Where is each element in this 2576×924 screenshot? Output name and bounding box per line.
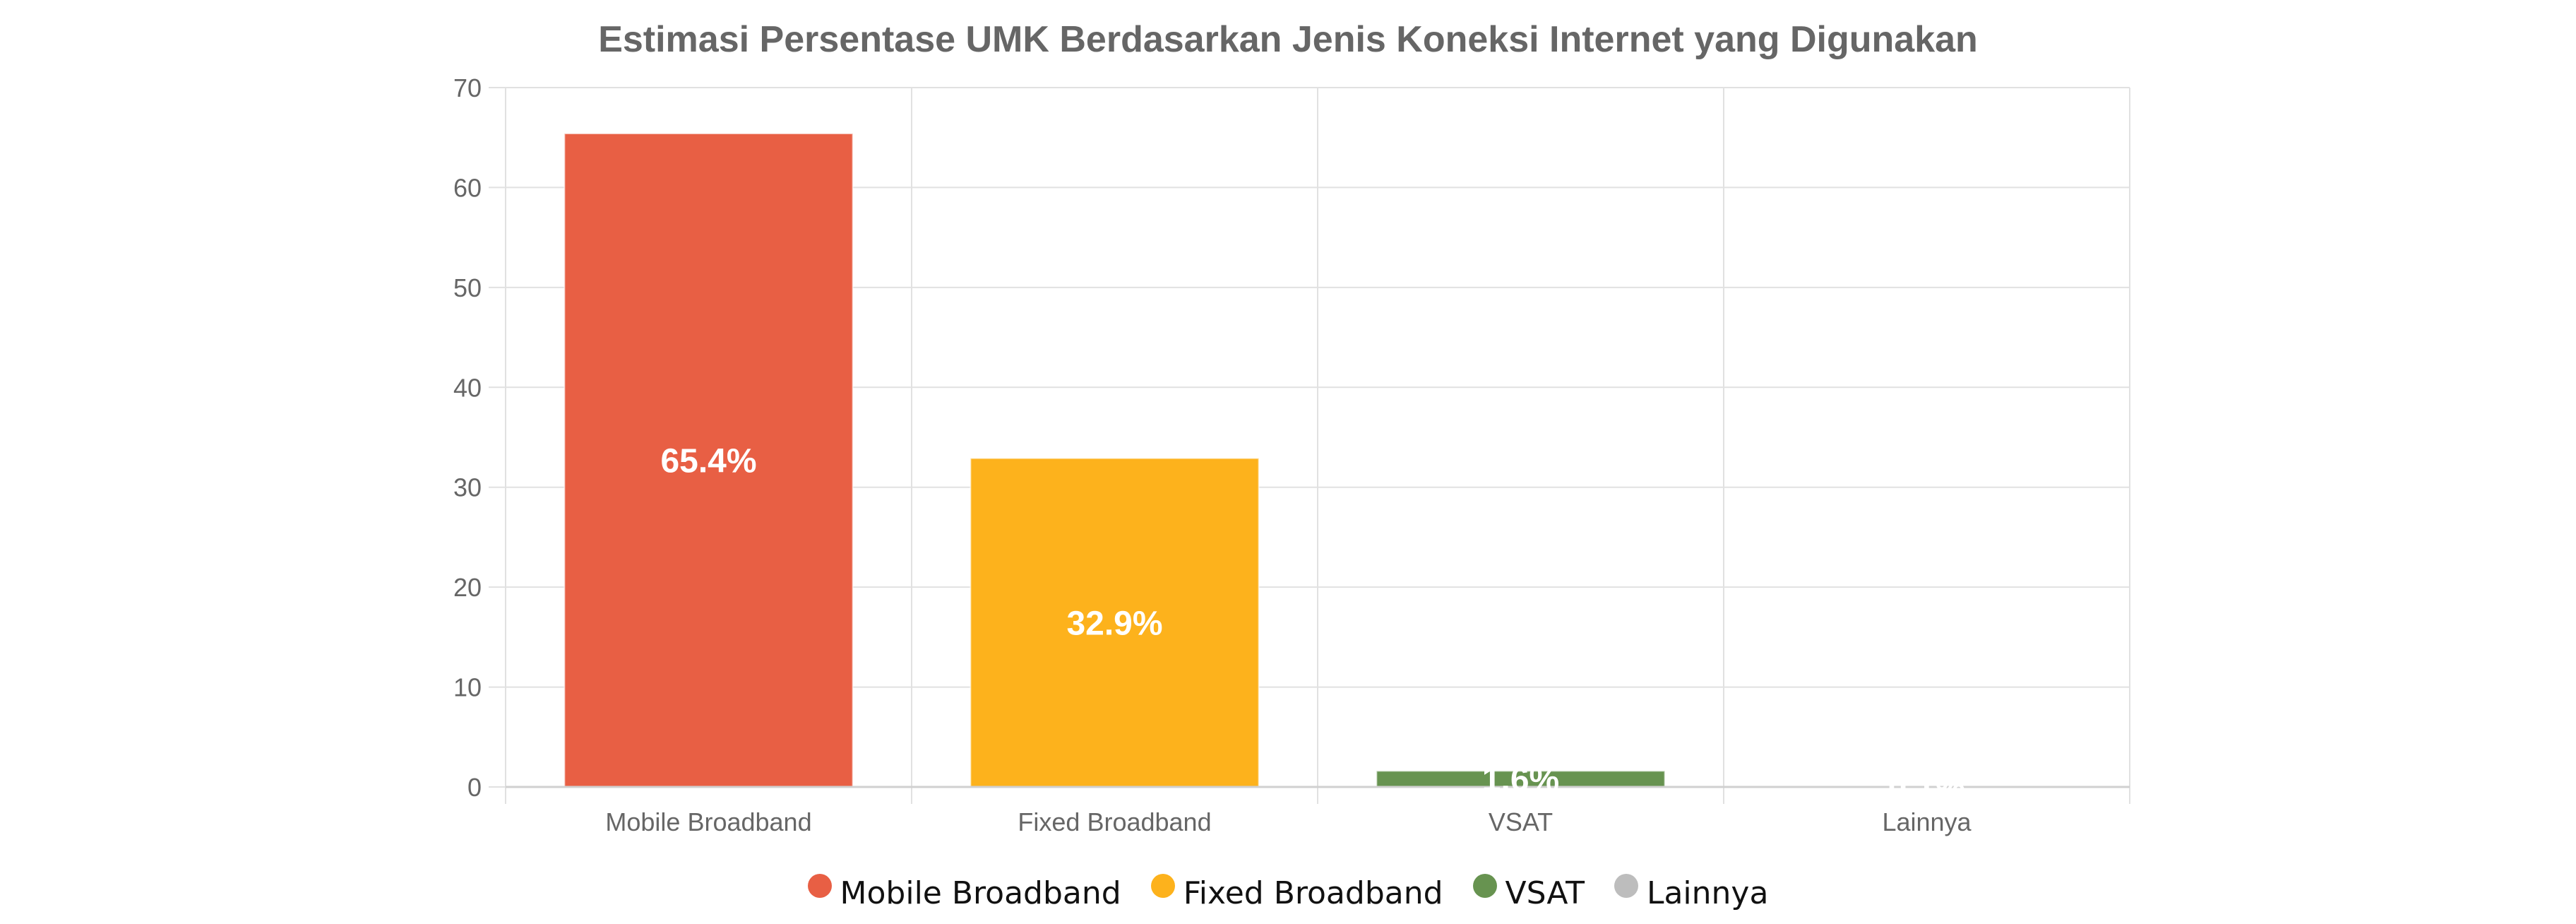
legend-marker bbox=[807, 874, 832, 898]
x-tick-label: Mobile Broadband bbox=[605, 807, 811, 836]
data-label: 0.1% bbox=[1888, 769, 1965, 806]
bars bbox=[564, 133, 2072, 788]
legend: Mobile Broadband Fixed Broadband VSAT La… bbox=[0, 870, 2576, 916]
y-tick-label: 0 bbox=[467, 773, 482, 802]
legend-item-lainnya[interactable]: Lainnya bbox=[1614, 874, 1769, 911]
chart-title: Estimasi Persentase UMK Berdasarkan Jeni… bbox=[598, 19, 1978, 60]
y-tick-label: 50 bbox=[453, 273, 482, 302]
legend-marker bbox=[1150, 874, 1175, 898]
x-tick-label: Lainnya bbox=[1882, 807, 1972, 836]
y-tick-label: 30 bbox=[453, 473, 482, 502]
x-tick-label: Fixed Broadband bbox=[1018, 807, 1211, 836]
legend-marker bbox=[1614, 874, 1638, 898]
legend-item-fixed-broadband[interactable]: Fixed Broadband bbox=[1150, 874, 1443, 911]
axes: 0 10 20 30 40 50 60 70 Mobile Broadband Fixed Bro… bbox=[453, 73, 2130, 836]
x-tick-label: VSAT bbox=[1489, 807, 1553, 836]
legend-label: Lainnya bbox=[1646, 875, 1769, 911]
legend-item-vsat[interactable]: VSAT bbox=[1472, 874, 1585, 911]
legend-label: VSAT bbox=[1505, 875, 1585, 911]
legend-item-mobile-broadband[interactable]: Mobile Broadband bbox=[807, 874, 1121, 911]
y-tick-label: 10 bbox=[453, 673, 482, 702]
bar bbox=[564, 133, 854, 788]
data-label: 1.6% bbox=[1482, 762, 1559, 799]
y-tick-label: 60 bbox=[453, 173, 482, 202]
legend-label: Fixed Broadband bbox=[1183, 875, 1443, 911]
legend-marker bbox=[1472, 874, 1497, 898]
data-label: 32.9% bbox=[1066, 605, 1162, 642]
data-labels: 65.4% 32.9% 1.6% 0.1% bbox=[660, 443, 1965, 807]
legend-label: Mobile Broadband bbox=[840, 875, 1121, 911]
y-tick-label: 20 bbox=[453, 573, 482, 602]
y-tick-label: 70 bbox=[453, 73, 482, 102]
y-tick-label: 40 bbox=[453, 373, 482, 402]
data-label: 65.4% bbox=[660, 443, 756, 480]
